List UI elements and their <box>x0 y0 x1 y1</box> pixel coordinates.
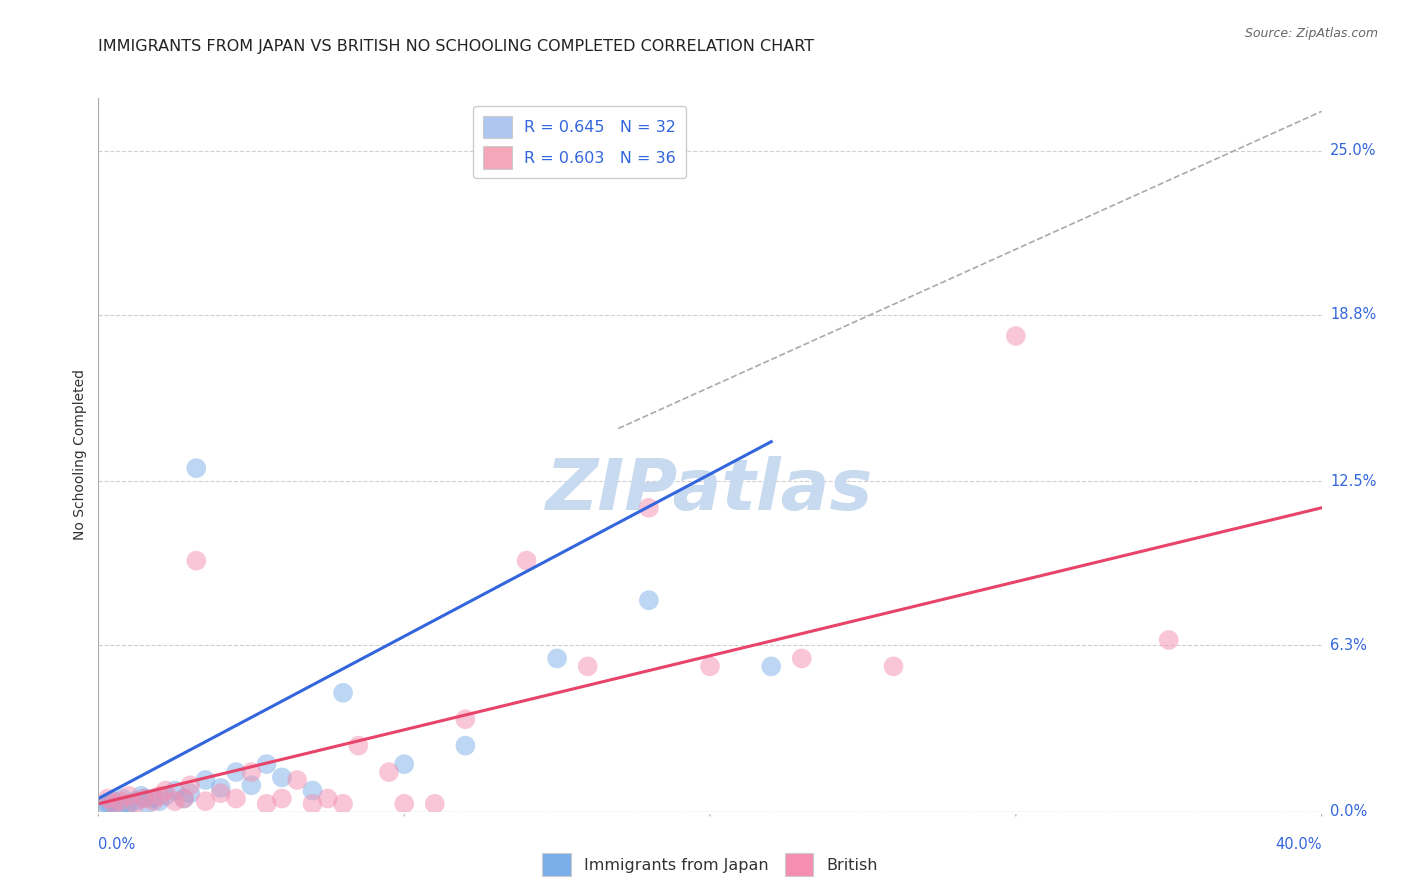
Point <box>546 651 568 665</box>
Text: 0.0%: 0.0% <box>98 837 135 852</box>
Point <box>347 739 370 753</box>
Legend: Immigrants from Japan, British: Immigrants from Japan, British <box>536 847 884 882</box>
Point <box>124 794 146 808</box>
Point <box>142 791 165 805</box>
Point <box>423 797 446 811</box>
Point <box>155 783 177 797</box>
Point <box>454 739 477 753</box>
Point <box>136 797 159 811</box>
Point <box>100 797 122 811</box>
Point <box>115 799 138 814</box>
Point <box>173 791 195 805</box>
Point <box>392 797 416 811</box>
Point <box>111 791 134 805</box>
Point <box>270 791 294 805</box>
Point <box>209 786 232 800</box>
Point <box>637 593 661 607</box>
Text: ZIPatlas: ZIPatlas <box>547 456 873 525</box>
Point <box>209 780 232 795</box>
Point <box>225 791 247 805</box>
Point <box>240 765 263 780</box>
Point <box>108 794 131 808</box>
Point <box>316 791 339 805</box>
Point <box>129 789 152 803</box>
Point <box>1004 329 1026 343</box>
Point <box>93 799 115 814</box>
Point <box>454 712 477 726</box>
Point <box>301 783 323 797</box>
Point <box>516 554 538 568</box>
Point <box>163 794 186 808</box>
Point <box>256 757 278 772</box>
Point <box>1157 632 1180 647</box>
Point <box>761 659 783 673</box>
Text: 0.0%: 0.0% <box>1330 805 1367 819</box>
Y-axis label: No Schooling Completed: No Schooling Completed <box>73 369 87 541</box>
Point <box>149 794 172 808</box>
Point <box>301 797 323 811</box>
Point <box>134 791 156 805</box>
Point <box>142 794 165 808</box>
Point <box>155 789 177 803</box>
Point <box>332 797 354 811</box>
Point <box>103 797 125 811</box>
Point <box>270 770 294 784</box>
Point <box>108 799 131 814</box>
Point <box>576 659 599 673</box>
Point <box>134 791 156 805</box>
Text: 18.8%: 18.8% <box>1330 308 1376 322</box>
Text: IMMIGRANTS FROM JAPAN VS BRITISH NO SCHOOLING COMPLETED CORRELATION CHART: IMMIGRANTS FROM JAPAN VS BRITISH NO SCHO… <box>98 38 814 54</box>
Point <box>883 659 905 673</box>
Point <box>97 791 120 805</box>
Text: 6.3%: 6.3% <box>1330 638 1367 653</box>
Text: 25.0%: 25.0% <box>1330 144 1376 159</box>
Point <box>240 778 263 792</box>
Point <box>256 797 278 811</box>
Point <box>699 659 721 673</box>
Point <box>118 797 141 811</box>
Point <box>163 783 186 797</box>
Point <box>637 500 661 515</box>
Point <box>103 794 125 808</box>
Text: 40.0%: 40.0% <box>1275 837 1322 852</box>
Point <box>149 789 172 803</box>
Point <box>332 686 354 700</box>
Point <box>194 772 217 787</box>
Point <box>186 461 208 475</box>
Point <box>194 794 217 808</box>
Point <box>225 765 247 780</box>
Point <box>790 651 813 665</box>
Point <box>179 778 201 792</box>
Text: 12.5%: 12.5% <box>1330 474 1376 489</box>
Point <box>97 797 120 811</box>
Point <box>173 791 195 805</box>
Point <box>392 757 416 772</box>
Point <box>186 554 208 568</box>
Point <box>118 789 141 803</box>
Point <box>124 797 146 811</box>
Point <box>378 765 401 780</box>
Text: Source: ZipAtlas.com: Source: ZipAtlas.com <box>1244 27 1378 40</box>
Point <box>285 772 308 787</box>
Point <box>179 786 201 800</box>
